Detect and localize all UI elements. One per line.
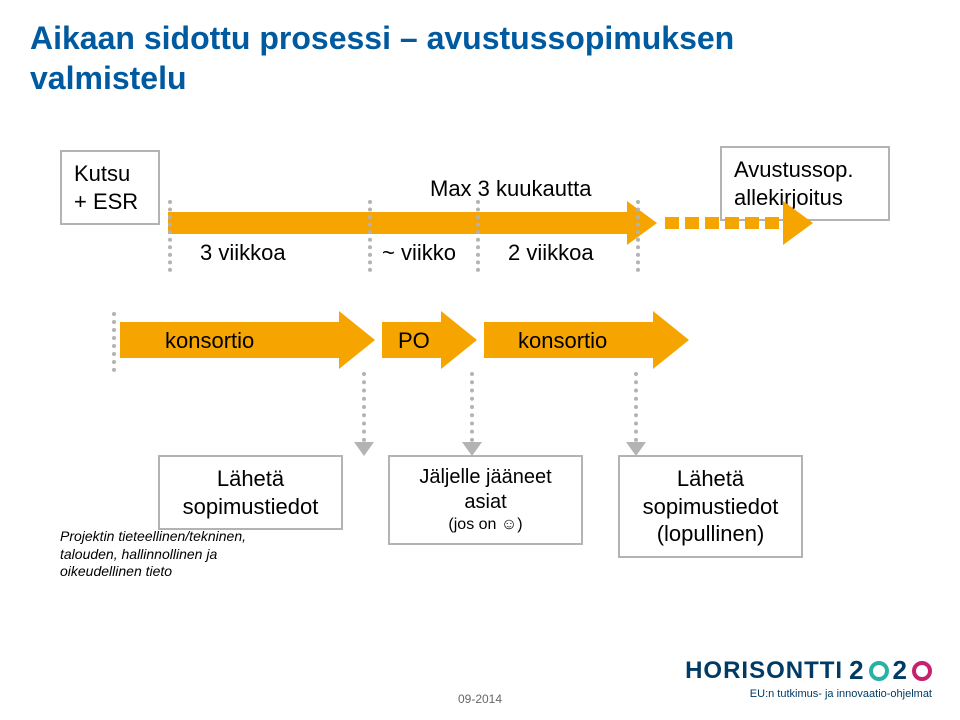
remain-line3: (jos on ☺) (402, 515, 569, 535)
tick-4 (636, 200, 640, 272)
send2-line1: Lähetä (632, 465, 789, 493)
logo-tagline: EU:n tutkimus- ja innovaatio-ohjelmat (685, 688, 932, 700)
tick-2 (368, 200, 372, 272)
kutsu-line1: Kutsu (74, 160, 146, 188)
logo-circle-2-icon (912, 661, 932, 681)
po-label: PO (398, 328, 430, 354)
konsortio-label-2: konsortio (518, 328, 607, 354)
remain-l3-pre: (jos on (448, 516, 500, 533)
remaining-box: Jäljelle jääneet asiat (jos on ☺) (388, 455, 583, 545)
title-line2: valmistelu (30, 60, 187, 96)
note2: talouden, hallinnollinen ja (60, 546, 246, 564)
remain-line1: Jäljelle jääneet (402, 465, 569, 490)
duration-3: 2 viikkoa (508, 240, 594, 266)
footer-date: 09-2014 (458, 692, 502, 706)
send1-line1: Lähetä (172, 465, 329, 493)
page-title: Aikaan sidottu prosessi – avustussopimuk… (30, 18, 734, 98)
duration-1: 3 viikkoa (200, 240, 286, 266)
logo-circle-1-icon (869, 661, 889, 681)
remain-line2: asiat (402, 490, 569, 515)
horisontti-logo: HORISONTTI 2 2 EU:n tutkimus- ja innovaa… (685, 655, 932, 700)
send2-line3: (lopullinen) (632, 520, 789, 548)
note1: Projektin tieteellinen/tekninen, (60, 528, 246, 546)
logo-2-text: 2 (849, 655, 864, 686)
kutsu-box: Kutsu + ESR (60, 150, 160, 225)
row2-tick-left (112, 312, 116, 372)
remain-l3-post: ) (517, 516, 522, 533)
send-info-box-2: Lähetä sopimustiedot (lopullinen) (618, 455, 803, 558)
send-info-box-1: Lähetä sopimustiedot (158, 455, 343, 530)
send1-line2: sopimustiedot (172, 493, 329, 521)
logo-2b-text: 2 (893, 655, 908, 686)
title-line1: Aikaan sidottu prosessi – avustussopimuk… (30, 20, 734, 56)
send2-line2: sopimustiedot (632, 493, 789, 521)
logo-text: HORISONTTI (685, 657, 843, 685)
konsortio-label-1: konsortio (165, 328, 254, 354)
avustus-line1: Avustussop. (734, 156, 876, 184)
tick-1 (168, 200, 172, 272)
duration-2: ~ viikko (382, 240, 456, 266)
note3: oikeudellinen tieto (60, 563, 246, 581)
max-duration-label: Max 3 kuukautta (430, 176, 591, 202)
kutsu-line2: + ESR (74, 188, 146, 216)
tick-3 (476, 200, 480, 272)
project-note: Projektin tieteellinen/tekninen, taloude… (60, 528, 246, 581)
smiley-icon: ☺ (501, 516, 517, 533)
